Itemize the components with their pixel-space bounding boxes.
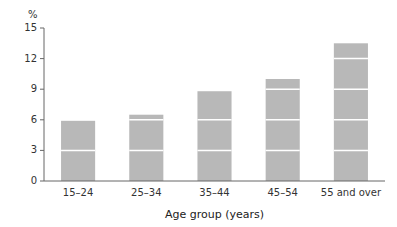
x-tick-label: 55 and over [321,187,382,198]
bar-divider [61,150,95,152]
y-tick [40,58,44,59]
bar-divider [266,88,300,90]
x-tick-label: 35–44 [199,187,229,198]
y-tick-label: 3 [31,144,37,155]
chart-container: 0 3 6 9 12 15 15–24 25–34 35–44 45–54 55 and over A… [0,0,397,227]
bar [334,43,368,181]
bars [61,43,368,181]
x-axis-label: Age group (years) [165,208,264,221]
x-tick-label: 25–34 [131,187,161,198]
y-tick [40,89,44,90]
y-tick-label: 12 [24,53,37,64]
y-tick [40,28,44,29]
bar-divider [266,119,300,121]
x-axis-line [44,181,385,182]
bar [266,79,300,181]
y-axis: 0 3 6 9 12 15 [24,22,44,186]
bar-divider [266,150,300,152]
bar-divider [334,150,368,152]
bar-divider [334,119,368,121]
x-tick-label: 15–24 [63,187,93,198]
chart-svg: 0 3 6 9 12 15 15–24 25–34 35–44 45–54 55 and over A… [0,0,397,227]
bar-divider [197,150,231,152]
bar-divider [129,150,163,152]
x-axis: 15–24 25–34 35–44 45–54 55 and over [63,187,382,198]
bar [61,121,95,181]
bar-divider [197,119,231,121]
bar-divider [129,119,163,121]
y-tick-label: 0 [31,175,37,186]
bar [197,91,231,181]
bar-divider [334,58,368,60]
x-tick-label: 45–54 [267,187,297,198]
y-tick-label: 6 [31,114,37,125]
y-axis-line [44,28,45,181]
y-tick [40,181,44,182]
y-tick-label: 9 [31,83,37,94]
y-axis-label: % [28,9,38,20]
bar [129,115,163,181]
y-tick-label: 15 [24,22,37,33]
y-tick [40,119,44,120]
y-tick [40,150,44,151]
bar-divider [334,88,368,90]
